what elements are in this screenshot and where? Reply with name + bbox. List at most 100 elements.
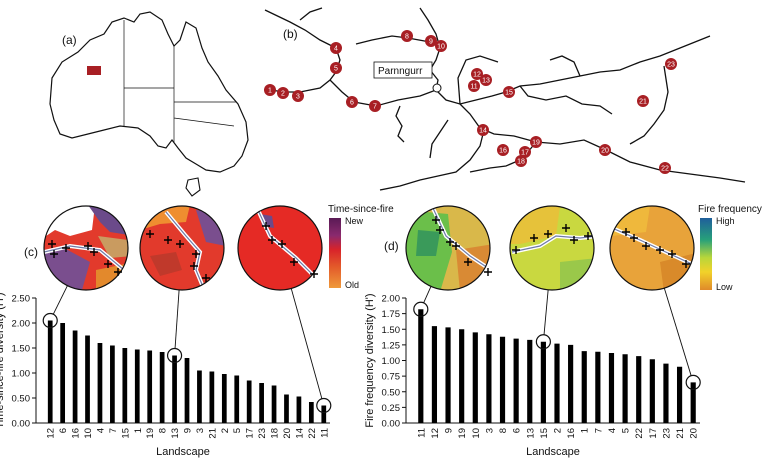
survey-site-cross <box>656 246 664 254</box>
bar-20 <box>284 394 289 423</box>
site-marker-23: 23 <box>665 58 677 70</box>
site-number-label: 6 <box>350 100 354 107</box>
x-tick-label: 12 <box>46 428 57 439</box>
bar-15 <box>122 348 128 423</box>
bar-1 <box>134 349 140 423</box>
y-tick-label: 0.00 <box>12 419 31 430</box>
tsf-legend: Time-since-fire New Old <box>328 204 394 290</box>
survey-site-cross <box>622 228 630 236</box>
site-marker-16: 16 <box>497 144 509 156</box>
ff-legend-top: High <box>716 216 735 226</box>
x-tick-label: 8 <box>158 428 169 433</box>
bar-2 <box>221 374 227 423</box>
y-axis-label: Time-since-fire diversity (H') <box>0 292 6 428</box>
survey-site-cross <box>90 248 98 256</box>
place-label: Parnngurr <box>373 61 442 93</box>
site-marker-15: 15 <box>503 86 515 98</box>
x-tick-label: 8 <box>498 428 509 433</box>
bar-12 <box>47 320 53 423</box>
site-number-label: 3 <box>296 94 300 101</box>
bar-8 <box>499 336 506 423</box>
ff-legend-bottom: Low <box>716 282 733 292</box>
bar-5 <box>622 354 628 423</box>
highlight-circle-15 <box>535 334 551 350</box>
x-tick-label: 4 <box>95 428 106 433</box>
site-marker-13: 13 <box>480 74 492 86</box>
survey-site-cross <box>682 260 690 268</box>
bar-19 <box>147 350 153 423</box>
ff-inset-landscape-11 <box>406 206 490 290</box>
australia-map: (a) <box>49 11 249 197</box>
y-tick-label: 1.50 <box>12 344 31 355</box>
bar-21 <box>676 366 683 423</box>
bar-14 <box>296 396 302 423</box>
site-marker-6: 6 <box>346 96 358 108</box>
site-number-label: 22 <box>661 166 669 173</box>
x-tick-label: 4 <box>607 428 618 433</box>
x-tick-label: 21 <box>675 428 686 439</box>
survey-site-cross <box>630 234 638 242</box>
survey-site-cross <box>62 244 70 252</box>
highlight-circle-20 <box>685 374 701 390</box>
site-number-label: 15 <box>505 90 513 97</box>
survey-site-cross <box>530 234 538 242</box>
x-tick-label: 19 <box>145 428 156 439</box>
site-marker-dot <box>330 62 342 74</box>
survey-site-cross <box>268 236 276 244</box>
survey-site-cross <box>50 250 58 258</box>
survey-site-cross <box>114 268 122 276</box>
tsf-legend-title: Time-since-fire <box>328 204 394 215</box>
x-axis-label: Landscape <box>156 446 210 458</box>
site-marker-dot <box>637 95 649 107</box>
bar-1 <box>581 351 587 423</box>
site-marker-10: 10 <box>435 40 447 52</box>
site-marker-18: 18 <box>515 155 527 167</box>
site-marker-dot <box>369 100 381 112</box>
survey-site-cross <box>176 240 184 248</box>
bar-22 <box>308 402 314 423</box>
x-tick-label: 3 <box>484 428 495 433</box>
site-marker-14: 14 <box>477 124 489 136</box>
bar-3 <box>197 370 202 423</box>
bar-10 <box>85 335 90 423</box>
highlight-circle-12 <box>42 312 58 329</box>
bar-2 <box>554 343 560 423</box>
tsf-inset-roads <box>44 209 322 290</box>
x-tick-label: 9 <box>444 428 455 433</box>
tsf-survey-crosses <box>48 222 318 282</box>
survey-site-cross <box>146 230 154 238</box>
site-marker-12: 12 <box>471 68 483 80</box>
survey-site-cross <box>190 262 198 270</box>
ff-insets: (d) <box>384 205 695 291</box>
ff-inset-landscape-15 <box>510 206 594 290</box>
place-label-text: Parnngurr <box>378 66 423 77</box>
site-number-label: 19 <box>532 140 540 147</box>
y-tick-label: 0.50 <box>382 387 401 398</box>
site-marker-19: 19 <box>530 136 542 148</box>
survey-site-cross <box>262 222 270 230</box>
site-marker-8: 8 <box>401 30 413 42</box>
site-marker-dot <box>599 144 611 156</box>
bar-18 <box>271 385 277 423</box>
y-tick-label: 2.00 <box>12 319 31 330</box>
study-area-marker <box>87 66 101 75</box>
panel-label-d: (d) <box>384 239 399 253</box>
connector-line-11 <box>423 286 432 304</box>
site-marker-dot <box>497 144 509 156</box>
bar-22 <box>636 356 642 423</box>
x-tick-label: 15 <box>539 428 550 439</box>
site-number-label: 9 <box>429 39 433 46</box>
x-tick-label: 10 <box>83 428 94 439</box>
tasmania <box>185 177 201 197</box>
x-tick-label: 16 <box>566 428 577 439</box>
survey-site-cross <box>432 216 440 224</box>
bar-6 <box>513 338 519 423</box>
site-marker-dot <box>477 124 489 136</box>
site-marker-2: 2 <box>277 87 289 99</box>
highlight-circle-11 <box>316 397 332 414</box>
x-tick-label: 12 <box>430 428 441 439</box>
bar-21 <box>209 371 215 423</box>
state-borders <box>123 20 236 142</box>
